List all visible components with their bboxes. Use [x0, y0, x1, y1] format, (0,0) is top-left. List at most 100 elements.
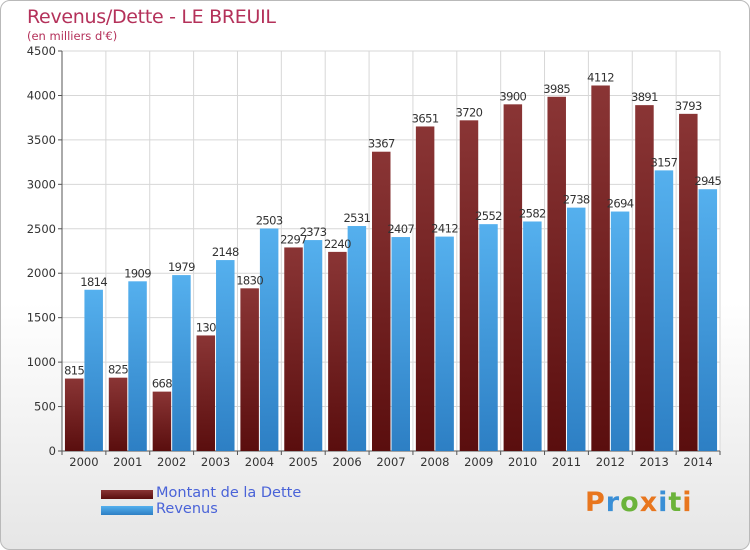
bar-debt [415, 126, 435, 451]
x-tick-label: 2002 [157, 455, 186, 469]
bar-revenue [172, 275, 191, 451]
bar-debt [591, 85, 610, 451]
plot-area [62, 51, 720, 451]
bar-debt [64, 378, 84, 451]
data-label-debt: 3793 [675, 99, 702, 113]
bar-layer [64, 85, 718, 452]
data-label-debt: 2240 [324, 237, 351, 251]
data-label-debt: 3367 [368, 137, 395, 151]
grid-layer [61, 50, 721, 452]
x-tick-label: 2004 [245, 455, 274, 469]
chart-subtitle: (en milliers d'€) [27, 29, 118, 43]
bar-revenue [654, 170, 674, 451]
bar-debt [240, 288, 259, 451]
data-label-revenue: 2582 [519, 206, 546, 220]
x-tick-label: 2009 [464, 455, 493, 469]
data-label-revenue: 3157 [651, 155, 678, 169]
data-label-revenue: 1909 [124, 266, 151, 280]
x-tick-label: 2005 [289, 455, 318, 469]
data-label-revenue: 2407 [387, 222, 414, 236]
data-label-revenue: 2552 [475, 209, 502, 223]
bar-debt [152, 391, 172, 451]
bar-debt [108, 377, 128, 451]
logo-letter: P [585, 487, 606, 518]
x-tick-label: 2003 [201, 455, 230, 469]
bar-debt [635, 105, 654, 451]
bar-debt [284, 247, 303, 451]
logo-letter: t [668, 487, 683, 518]
x-tick-label: 2013 [640, 455, 669, 469]
data-label-debt: 2297 [280, 232, 307, 246]
legend-swatch-debt [101, 490, 153, 499]
data-label-debt: 3720 [456, 105, 483, 119]
y-tick-label: 1500 [27, 311, 56, 325]
data-label-revenue: 2738 [563, 193, 590, 207]
logo-letter: i [658, 487, 669, 518]
bar-revenue [566, 207, 586, 451]
data-label-debt: 3985 [543, 82, 570, 96]
x-tick-label: 2011 [552, 455, 581, 469]
bar-revenue [128, 281, 147, 451]
x-tick-label: 2010 [508, 455, 537, 469]
bar-revenue [347, 226, 367, 451]
x-tick-label: 2007 [376, 455, 405, 469]
bar-debt [196, 335, 216, 451]
data-label-revenue: 2694 [607, 197, 634, 211]
legend-swatch-revenue [101, 506, 153, 515]
bar-revenue [523, 221, 542, 451]
data-label-revenue: 2148 [212, 245, 239, 259]
y-tick-label: 3500 [27, 133, 56, 147]
bar-revenue [216, 260, 235, 451]
y-tick-label: 1000 [27, 355, 56, 369]
x-tick-label: 2012 [596, 455, 625, 469]
data-label-debt: 1830 [236, 273, 263, 287]
data-label-revenue: 1979 [168, 260, 195, 274]
bar-debt [503, 104, 523, 451]
x-tick-label: 2008 [420, 455, 449, 469]
axis-layer: 0 500 1000 1500 2000 2500 3000 3500 4000 4500 2000… [27, 44, 721, 469]
data-label-debt: 130 [196, 320, 216, 334]
x-tick-label: 2000 [69, 455, 98, 469]
y-tick-label: 500 [34, 400, 56, 414]
bar-debt [328, 251, 347, 451]
x-tick-label: 2006 [332, 455, 361, 469]
label-layer: 815 825 668 130 1830 2297 2240 3367 3651 3720 3900… [64, 70, 722, 390]
y-tick-label: 3000 [27, 177, 56, 191]
y-tick-label: 0 [49, 444, 56, 458]
y-tick-label: 2500 [27, 222, 56, 236]
bar-revenue [698, 189, 718, 451]
legend-label-revenue: Revenus [156, 501, 218, 517]
logo-letter: r [605, 487, 621, 518]
data-label-debt: 815 [64, 364, 84, 378]
data-label-revenue: 2373 [300, 225, 327, 239]
data-label-debt: 825 [108, 363, 128, 377]
data-label-debt: 4112 [587, 70, 614, 84]
data-label-revenue: 1814 [80, 275, 107, 289]
bar-revenue [610, 211, 630, 451]
legend-label-debt: Montant de la Dette [156, 485, 302, 501]
data-label-debt: 3651 [412, 111, 439, 125]
data-label-debt: 3891 [631, 90, 658, 104]
data-label-revenue: 2531 [343, 211, 370, 225]
chart-title: Revenus/Dette - LE BREUIL [27, 6, 276, 28]
bar-debt [679, 113, 698, 451]
bar-revenue [259, 228, 279, 451]
logo-letter: o [620, 487, 640, 518]
x-tick-label: 2014 [683, 455, 712, 469]
bar-debt [547, 96, 566, 452]
data-label-revenue: 2412 [431, 222, 458, 236]
bar-revenue [435, 236, 454, 451]
bar-debt [459, 120, 479, 451]
x-tick-label: 2001 [113, 455, 142, 469]
data-label-debt: 3900 [499, 89, 526, 103]
bar-revenue [479, 224, 498, 451]
y-tick-label: 4000 [27, 88, 56, 102]
bar-revenue [84, 289, 103, 451]
bar-debt [372, 151, 391, 451]
y-tick-label: 2000 [27, 266, 56, 280]
logo-letter: x [639, 487, 659, 518]
bar-revenue [303, 240, 323, 451]
data-label-revenue: 2503 [256, 214, 283, 228]
